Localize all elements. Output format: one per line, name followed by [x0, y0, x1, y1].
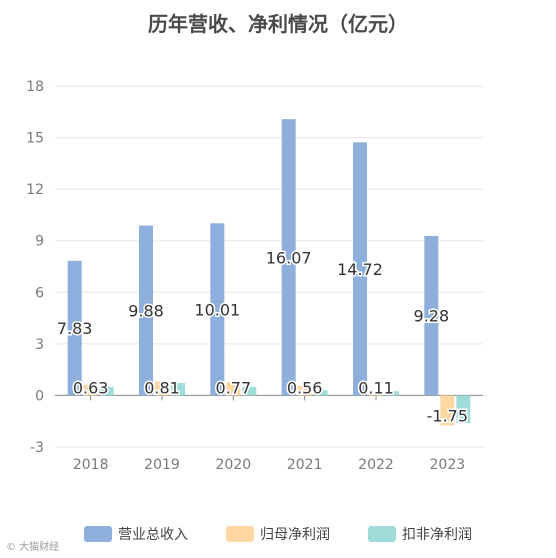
y-tick-label: 3 — [35, 337, 44, 353]
bar-3-2023 — [456, 395, 471, 423]
y-tick-label: 12 — [26, 182, 44, 198]
bar-3-2019 — [171, 383, 185, 396]
x-tick-label: 2020 — [216, 457, 252, 473]
chart-title: 历年营收、净利情况（亿元） — [148, 12, 408, 36]
legend: 营业总收入 归母净利润 扣非净利润 — [0, 524, 556, 544]
data-label: 9.88 — [128, 302, 164, 321]
bar-1-2018 — [67, 260, 82, 396]
legend-swatch-revenue — [84, 526, 112, 542]
x-tick-label: 2022 — [358, 457, 394, 473]
bar-2-2020 — [226, 382, 241, 396]
legend-label-deducted-profit: 扣非净利润 — [402, 527, 472, 543]
bar-3-2021 — [313, 390, 328, 396]
bar-1-2023 — [424, 235, 439, 396]
data-label: 0.81 — [144, 378, 180, 397]
y-tick-label: -3 — [30, 440, 44, 456]
legend-item-revenue[interactable]: 营业总收入 — [84, 524, 188, 544]
bar-3-2022 — [385, 391, 399, 396]
bar-1-2022 — [353, 142, 367, 396]
data-label: 14.72 — [337, 260, 383, 279]
x-tick-label: 2019 — [144, 457, 180, 473]
legend-item-net-profit[interactable]: 归母净利润 — [226, 524, 330, 544]
data-label: 0.63 — [73, 378, 109, 397]
watermark: © 大猫财经 — [6, 542, 60, 553]
x-tick-label: 2018 — [73, 457, 109, 473]
bar-2-2023 — [440, 395, 455, 426]
bar-1-2020 — [210, 223, 225, 396]
data-label: 7.83 — [57, 319, 93, 338]
bar-1-2021 — [281, 119, 296, 396]
data-label: -1.75 — [427, 407, 468, 426]
x-tick-label: 2021 — [287, 457, 323, 473]
bar-2-2022 — [369, 393, 383, 396]
legend-label-net-profit: 归母净利润 — [260, 527, 330, 543]
x-tick-label: 2023 — [430, 457, 466, 473]
data-label: 10.01 — [194, 300, 240, 319]
bar-2-2021 — [297, 385, 312, 396]
y-tick-label: 15 — [26, 131, 44, 147]
bar-1-2019 — [139, 225, 153, 396]
data-label: 0.11 — [358, 378, 394, 397]
bar-2-2018 — [83, 384, 98, 396]
y-tick-label: 18 — [26, 79, 44, 95]
y-tick-label: 9 — [35, 234, 44, 250]
data-label: 16.07 — [266, 248, 312, 267]
y-tick-label: 6 — [35, 285, 44, 301]
data-label: 0.77 — [216, 378, 252, 397]
bar-3-2020 — [242, 386, 257, 396]
bar-2-2019 — [155, 381, 169, 396]
bar-3-2018 — [99, 386, 114, 396]
legend-item-deducted-profit[interactable]: 扣非净利润 — [368, 524, 472, 544]
legend-label-revenue: 营业总收入 — [118, 527, 188, 543]
data-label: 9.28 — [414, 307, 450, 326]
legend-swatch-net-profit — [226, 526, 254, 542]
data-label: 0.56 — [287, 378, 323, 397]
bar-chart: -3 0 3 6 9 12 15 18 2018 2019 2020 2021 2022 2023 7.83… — [26, 79, 483, 473]
y-tick-label: 0 — [35, 388, 44, 404]
legend-swatch-deducted-profit — [368, 526, 396, 542]
